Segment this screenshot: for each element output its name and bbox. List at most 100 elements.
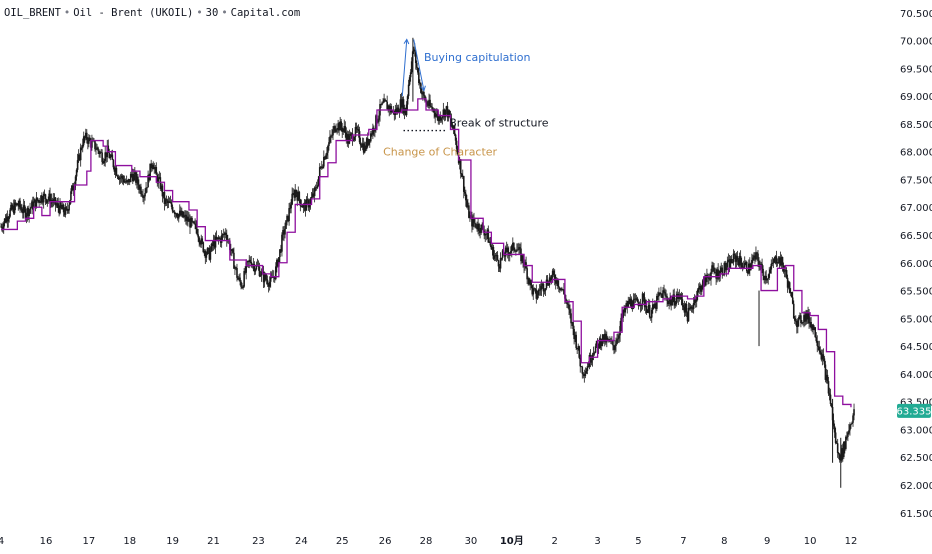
candle-body	[210, 243, 213, 251]
candle-body	[223, 232, 226, 235]
candle-body	[281, 234, 283, 252]
y-tick-label: 70.500	[900, 9, 932, 20]
candle-body	[12, 205, 15, 214]
candle-body	[695, 296, 698, 302]
candle-body	[398, 111, 401, 113]
candle-body	[180, 210, 182, 216]
candle-body	[599, 338, 602, 346]
candle-body	[138, 184, 140, 190]
candle-body	[145, 187, 147, 194]
candle-body	[497, 260, 500, 267]
candle-body	[754, 255, 756, 260]
chart-title: OIL_BRENT • Oil - Brent (UKOIL) • 30 • Capital…	[4, 7, 300, 19]
candle-body	[472, 217, 474, 227]
candle-body	[567, 304, 569, 305]
candle-body	[629, 298, 632, 304]
candle-body	[571, 322, 573, 324]
x-tick-label: 3	[594, 536, 600, 547]
candle-body	[522, 255, 524, 263]
candle-body	[713, 267, 715, 272]
candle-body	[542, 283, 545, 292]
candle-body	[448, 110, 451, 117]
candle-body	[58, 207, 60, 214]
candle-body	[557, 286, 560, 288]
x-tick-label: 10月	[500, 535, 524, 547]
candle-body	[415, 63, 418, 68]
candle-body	[724, 262, 727, 271]
candle-body	[287, 215, 289, 222]
candle-body	[325, 155, 327, 160]
candle-body	[399, 99, 402, 112]
candle-body	[533, 288, 536, 290]
candle-body	[636, 298, 639, 303]
candle-body	[726, 261, 729, 268]
candle-body	[395, 109, 398, 113]
annotation-label: Break of structure	[449, 117, 548, 130]
candle-body	[72, 187, 75, 191]
y-tick-label: 64.000	[900, 370, 932, 381]
candle-body	[119, 177, 122, 179]
candle-body	[682, 305, 685, 307]
candle-body	[584, 373, 587, 377]
candle-body	[354, 126, 357, 138]
candle-body	[668, 300, 670, 305]
candle-body	[479, 230, 481, 233]
candle-body	[684, 303, 687, 313]
candle-body	[664, 291, 666, 296]
candle-body	[603, 333, 606, 342]
candle-body	[488, 241, 491, 243]
candle-body	[586, 366, 589, 372]
candle-body	[739, 255, 742, 263]
candle-body	[134, 172, 136, 175]
candle-body	[510, 245, 513, 252]
candle-body	[105, 152, 108, 158]
candle-body	[198, 237, 200, 243]
candle-body	[327, 145, 329, 153]
candle-body	[127, 179, 130, 183]
candle-body	[589, 355, 592, 363]
candle-body	[578, 346, 581, 358]
candle-body	[385, 100, 387, 102]
candle-body	[811, 324, 813, 329]
candle-body	[111, 154, 114, 160]
candle-body	[340, 121, 342, 128]
candle-body	[248, 259, 251, 263]
candle-body	[635, 298, 638, 300]
candle-body	[166, 200, 169, 203]
candle-body	[521, 255, 523, 262]
candle-body	[581, 366, 584, 374]
candle-body	[279, 249, 281, 258]
y-tick-label: 69.500	[900, 64, 932, 75]
candle-body	[614, 346, 616, 350]
candle-body	[592, 353, 595, 355]
candle-body	[734, 255, 737, 262]
candle-body	[225, 234, 228, 241]
candle-body	[288, 208, 290, 222]
candle-body	[537, 290, 540, 296]
candle-body	[549, 277, 552, 280]
candle-body	[306, 199, 309, 201]
candle-body	[826, 374, 829, 382]
candle-body	[62, 204, 65, 213]
candle-body	[67, 210, 69, 211]
candle-body	[784, 270, 787, 271]
candle-body	[607, 337, 609, 339]
candle-body	[121, 175, 124, 180]
candle-body	[445, 106, 448, 110]
candle-body	[296, 194, 299, 201]
candle-body	[704, 277, 706, 286]
candle-body	[712, 265, 714, 268]
candle-body	[837, 452, 840, 455]
candle-body	[717, 269, 719, 279]
candle-body	[221, 234, 224, 236]
candle-body	[280, 249, 282, 252]
candle-body	[845, 436, 847, 449]
candle-body	[91, 140, 93, 148]
candle-body	[239, 277, 241, 282]
y-tick-label: 66.000	[900, 259, 932, 270]
candle-body	[632, 299, 635, 309]
candle-body	[99, 152, 101, 155]
candle-body	[41, 195, 43, 201]
candle-body	[802, 321, 804, 323]
